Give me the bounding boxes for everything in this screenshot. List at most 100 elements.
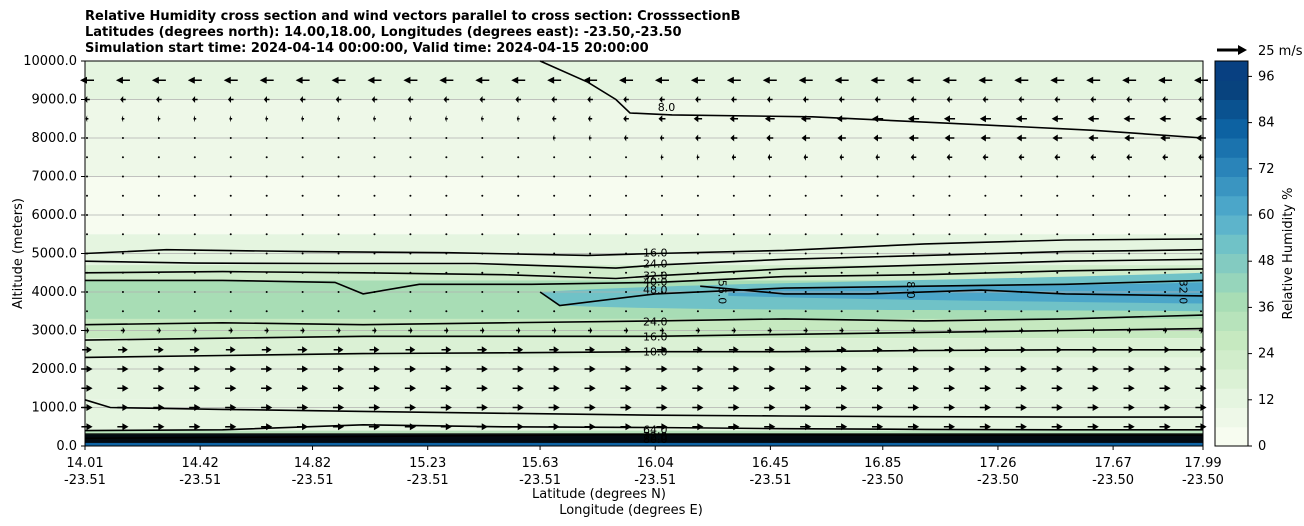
wind-vector <box>549 346 560 354</box>
wind-vector <box>910 153 917 161</box>
y-tick-label: 7000.0 <box>32 170 78 185</box>
x-tick-label-lon: -23.51 <box>634 473 676 488</box>
x-tick-label-lon: -23.50 <box>1182 473 1224 488</box>
wind-vector <box>836 365 848 373</box>
wind-vector <box>728 346 739 354</box>
wind-vector <box>84 327 90 334</box>
wind-vector <box>589 233 592 236</box>
rh-band <box>85 176 1203 235</box>
wind-vector <box>1088 346 1099 354</box>
wind-vector <box>836 423 848 431</box>
wind-vector <box>654 76 669 84</box>
wind-vector <box>157 310 160 313</box>
wind-vector <box>517 175 520 178</box>
wind-vector <box>409 214 412 216</box>
wind-vector <box>1090 153 1096 161</box>
wind-vector <box>1200 194 1202 197</box>
wind-vector <box>444 115 448 123</box>
wind-vector <box>373 137 376 139</box>
wind-vector <box>189 384 201 392</box>
wind-vector <box>445 291 448 293</box>
colorbar-segment <box>1215 176 1248 197</box>
wind-vector <box>695 327 701 334</box>
wind-vector <box>1087 423 1099 431</box>
contour-label: 56.0 <box>716 280 729 305</box>
wind-vector <box>547 76 562 84</box>
wind-vector <box>804 252 807 255</box>
quiver-key: 25 m/s <box>1217 44 1303 59</box>
wind-vector <box>86 291 88 293</box>
wind-vector <box>588 134 592 142</box>
wind-vector <box>261 404 273 411</box>
wind-vector <box>81 384 93 392</box>
wind-vector <box>984 214 987 216</box>
wind-vector <box>1128 252 1131 255</box>
wind-vector <box>872 346 883 354</box>
x-tick-label-lon: -23.51 <box>179 473 221 488</box>
wind-vector <box>840 271 843 274</box>
wind-vector <box>912 233 915 236</box>
wind-vector <box>911 327 916 334</box>
wind-vector <box>1092 310 1095 313</box>
wind-vector <box>373 252 376 255</box>
colorbar-tick-label: 24 <box>1258 347 1275 362</box>
wind-vector <box>337 194 340 197</box>
wind-vector <box>1016 346 1027 354</box>
wind-vector <box>660 310 663 313</box>
wind-vector <box>475 76 490 84</box>
wind-vector <box>1086 76 1101 84</box>
wind-vector <box>1052 346 1063 354</box>
wind-vector <box>404 384 417 392</box>
wind-vector <box>265 252 268 255</box>
wind-vector <box>121 291 124 293</box>
y-tick-label: 4000.0 <box>32 285 78 300</box>
wind-vector <box>625 156 628 159</box>
wind-vector <box>978 76 993 84</box>
contour-label: 16.0 <box>643 247 668 260</box>
x-tick-label-lat: 16.85 <box>864 456 901 471</box>
wind-vector <box>84 96 90 103</box>
wind-vector <box>1198 96 1204 103</box>
wind-vector <box>441 346 452 354</box>
wind-vector <box>942 76 957 84</box>
wind-vector <box>946 153 953 161</box>
x-axis-label: Latitude (degrees N) <box>532 487 666 502</box>
wind-vector <box>589 271 592 274</box>
wind-vector <box>871 404 884 411</box>
wind-vector <box>979 384 991 392</box>
wind-vector <box>301 137 304 139</box>
wind-vector <box>621 346 631 354</box>
wind-vector <box>948 233 951 236</box>
wind-vector <box>840 214 843 216</box>
wind-vector <box>1162 327 1168 334</box>
wind-vector <box>548 384 560 392</box>
wind-vector <box>193 156 196 159</box>
wind-vector <box>337 156 340 159</box>
wind-vector <box>553 233 556 236</box>
wind-vector <box>980 346 991 354</box>
rh-band <box>85 265 1203 281</box>
axes: 0.0 1000.0 2000.0 3000.0 4000.0 5000.0 6000.0 7… <box>11 54 1224 518</box>
wind-vector <box>908 346 919 354</box>
wind-vector <box>259 76 274 84</box>
wind-vector <box>229 194 232 197</box>
wind-vector <box>81 404 93 411</box>
contour-label: 24.0 <box>643 316 668 329</box>
wind-vector <box>943 404 956 411</box>
wind-vector <box>409 156 412 159</box>
wind-vector <box>368 423 381 431</box>
wind-vector <box>86 194 88 197</box>
wind-vector <box>553 252 556 255</box>
wind-vector <box>768 252 771 255</box>
wind-vector <box>983 327 988 334</box>
wind-vector <box>265 310 268 313</box>
colorbar-segment <box>1215 369 1248 389</box>
wind-vector <box>732 271 735 274</box>
wind-vector <box>656 404 668 411</box>
wind-vector <box>1056 252 1059 255</box>
wind-vector <box>589 310 592 313</box>
wind-vector <box>876 214 879 216</box>
wind-vector <box>907 423 920 431</box>
wind-vector <box>117 365 129 373</box>
